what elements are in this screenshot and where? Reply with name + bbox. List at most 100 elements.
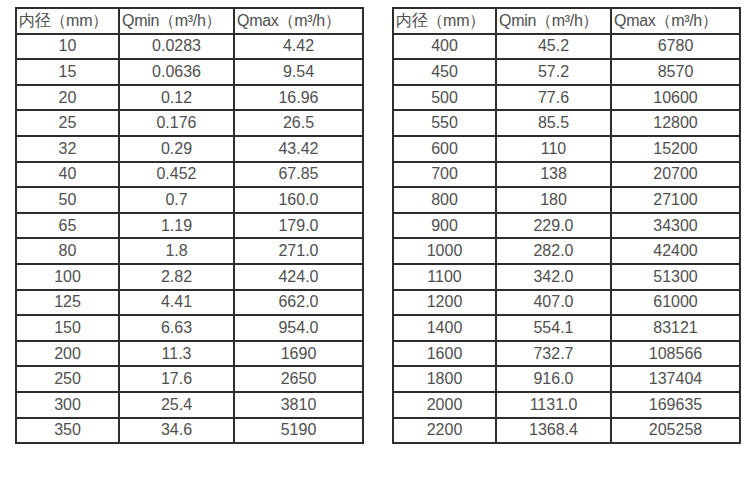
table-row: 25017.62650 [16, 366, 363, 392]
table-cell: 20 [16, 85, 119, 111]
table-cell: 900 [393, 213, 496, 239]
table-cell: 1368.4 [496, 418, 611, 444]
table-cell: 0.0283 [119, 34, 234, 60]
table-cell: 4.41 [119, 290, 234, 316]
table-cell: 1600 [393, 341, 496, 367]
table-cell: 1800 [393, 366, 496, 392]
table-cell: 800 [393, 187, 496, 213]
table-cell: 300 [16, 392, 119, 418]
column-header-qmin: Qmin（m³/h） [119, 8, 234, 34]
table-row: 400.45267.85 [16, 162, 363, 188]
table-row: 1600732.7108566 [393, 341, 740, 367]
table-cell: 10600 [611, 85, 740, 111]
table-cell: 229.0 [496, 213, 611, 239]
table-row: 1254.41662.0 [16, 290, 363, 316]
table-row: 30025.43810 [16, 392, 363, 418]
table-cell: 4.42 [234, 34, 363, 60]
table-row: 651.19179.0 [16, 213, 363, 239]
table-cell: 250 [16, 366, 119, 392]
table-cell: 138 [496, 162, 611, 188]
table-cell: 50 [16, 187, 119, 213]
table-cell: 125 [16, 290, 119, 316]
table-cell: 1131.0 [496, 392, 611, 418]
table-cell: 205258 [611, 418, 740, 444]
table-row: 1000282.042400 [393, 238, 740, 264]
table-cell: 83121 [611, 315, 740, 341]
table-row: 1100342.051300 [393, 264, 740, 290]
table-cell: 200 [16, 341, 119, 367]
table-cell: 2000 [393, 392, 496, 418]
table-row: 250.17626.5 [16, 110, 363, 136]
table-cell: 137404 [611, 366, 740, 392]
table-cell: 1.8 [119, 238, 234, 264]
table-cell: 40 [16, 162, 119, 188]
table-cell: 400 [393, 34, 496, 60]
table-row: 1800916.0137404 [393, 366, 740, 392]
column-header-qmin: Qmin（m³/h） [496, 8, 611, 34]
table-cell: 350 [16, 418, 119, 444]
table-cell: 67.85 [234, 162, 363, 188]
table-cell: 0.29 [119, 136, 234, 162]
table-cell: 2.82 [119, 264, 234, 290]
table-cell: 407.0 [496, 290, 611, 316]
table-cell: 600 [393, 136, 496, 162]
table-cell: 34300 [611, 213, 740, 239]
table-cell: 2650 [234, 366, 363, 392]
table-cell: 180 [496, 187, 611, 213]
table-cell: 550 [393, 110, 496, 136]
table-cell: 26.5 [234, 110, 363, 136]
table-row: 80018027100 [393, 187, 740, 213]
table-cell: 6.63 [119, 315, 234, 341]
table-cell: 271.0 [234, 238, 363, 264]
table-cell: 160.0 [234, 187, 363, 213]
table-cell: 916.0 [496, 366, 611, 392]
table-cell: 51300 [611, 264, 740, 290]
table-body-small-diameters: 100.02834.42150.06369.54200.1216.96250.1… [16, 34, 363, 444]
table-body-large-diameters: 40045.2678045057.2857050077.61060055085.… [393, 34, 740, 444]
table-cell: 80 [16, 238, 119, 264]
table-row: 100.02834.42 [16, 34, 363, 60]
table-cell: 57.2 [496, 59, 611, 85]
table-cell: 0.176 [119, 110, 234, 136]
table-cell: 15 [16, 59, 119, 85]
table-cell: 0.12 [119, 85, 234, 111]
table-cell: 43.42 [234, 136, 363, 162]
table-cell: 1100 [393, 264, 496, 290]
table-cell: 732.7 [496, 341, 611, 367]
table-cell: 282.0 [496, 238, 611, 264]
table-row: 1200407.061000 [393, 290, 740, 316]
table-cell: 42400 [611, 238, 740, 264]
table-row: 20001131.0169635 [393, 392, 740, 418]
table-cell: 108566 [611, 341, 740, 367]
table-cell: 954.0 [234, 315, 363, 341]
table-row: 70013820700 [393, 162, 740, 188]
table-cell: 424.0 [234, 264, 363, 290]
table-cell: 1000 [393, 238, 496, 264]
table-row: 320.2943.42 [16, 136, 363, 162]
table-row: 40045.26780 [393, 34, 740, 60]
table-row: 20011.31690 [16, 341, 363, 367]
table-cell: 77.6 [496, 85, 611, 111]
table-cell: 1.19 [119, 213, 234, 239]
table-row: 50077.610600 [393, 85, 740, 111]
table-row: 1400554.183121 [393, 315, 740, 341]
table-cell: 342.0 [496, 264, 611, 290]
header-row: 内径（mm） Qmin（m³/h） Qmax（m³/h） [393, 8, 740, 34]
table-cell: 25 [16, 110, 119, 136]
table-cell: 0.7 [119, 187, 234, 213]
table-row: 200.1216.96 [16, 85, 363, 111]
table-cell: 12800 [611, 110, 740, 136]
flow-rate-tables: 内径（mm） Qmin（m³/h） Qmax（m³/h） 100.02834.4… [15, 7, 741, 444]
table-cell: 5190 [234, 418, 363, 444]
table-cell: 500 [393, 85, 496, 111]
table-cell: 179.0 [234, 213, 363, 239]
table-cell: 3810 [234, 392, 363, 418]
table-cell: 61000 [611, 290, 740, 316]
table-cell: 110 [496, 136, 611, 162]
table-cell: 1200 [393, 290, 496, 316]
table-cell: 85.5 [496, 110, 611, 136]
table-cell: 662.0 [234, 290, 363, 316]
table-cell: 6780 [611, 34, 740, 60]
table-cell: 65 [16, 213, 119, 239]
table-cell: 45.2 [496, 34, 611, 60]
